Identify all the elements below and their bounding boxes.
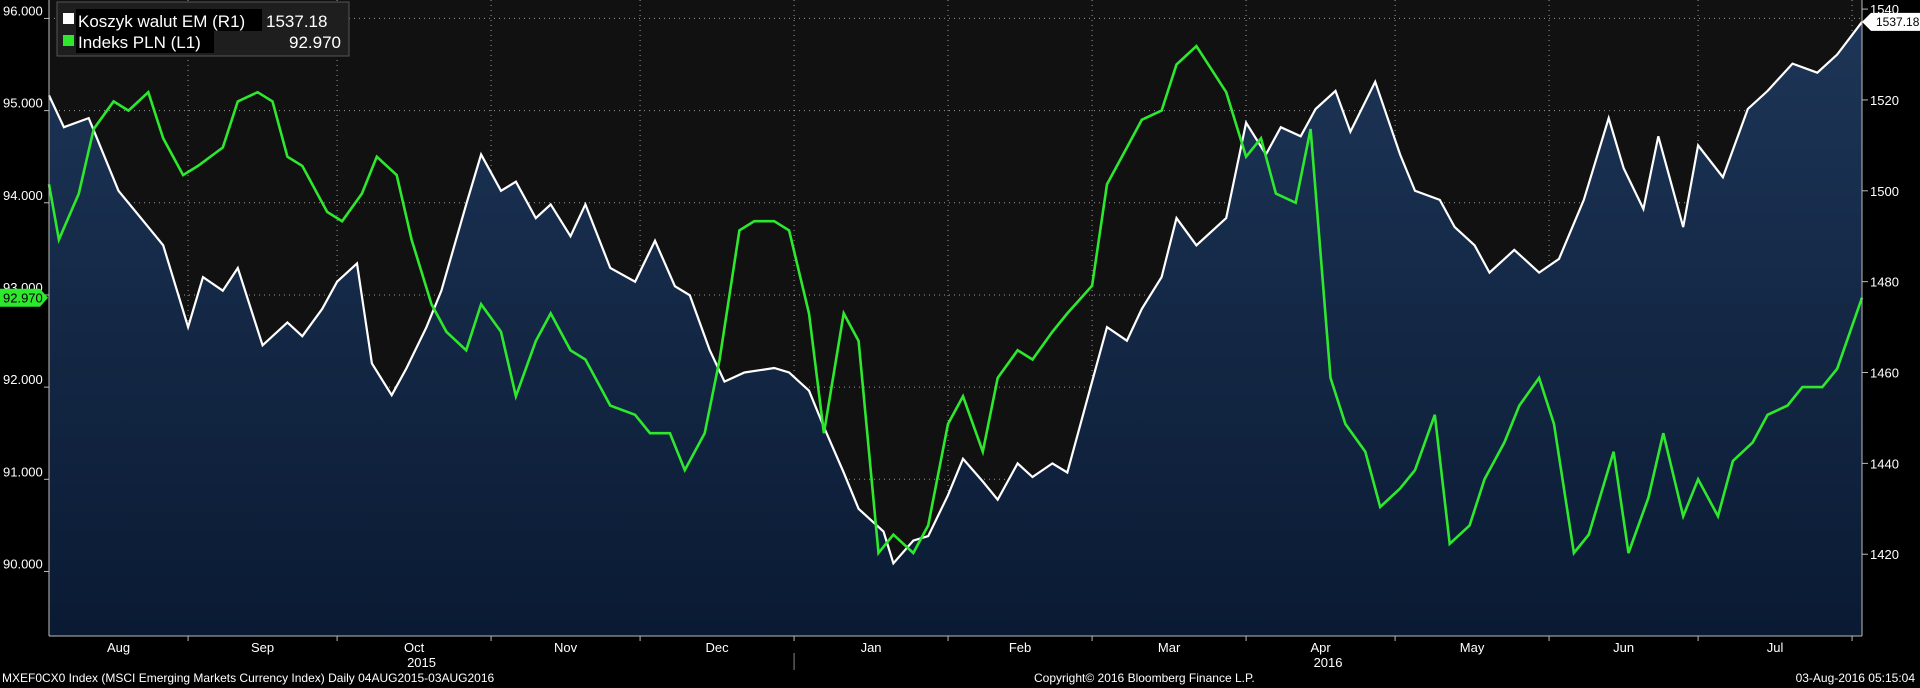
legend-label-em-bg	[76, 9, 262, 31]
x-tick-label: Jun	[1613, 640, 1634, 655]
left-tick-label: 94.000	[3, 188, 43, 203]
legend-label-pln: Indeks PLN (L1)	[78, 33, 201, 52]
legend-swatch-pln	[63, 35, 74, 46]
year-label-2015: 2015	[407, 655, 436, 670]
right-tick-label: 1480	[1870, 275, 1899, 290]
left-tick-label: 96.000	[3, 3, 43, 18]
right-last-value-label: 1537.18	[1876, 15, 1920, 29]
right-tick-label: 1520	[1870, 93, 1899, 108]
legend-value-em: 1537.18	[266, 12, 327, 31]
footer-index-info: MXEF0CX0 Index (MSCI Emerging Markets Cu…	[2, 671, 495, 685]
x-tick-label: May	[1460, 640, 1485, 655]
footer-timestamp: 03-Aug-2016 05:15:04	[1796, 671, 1916, 685]
footer-copyright: Copyright© 2016 Bloomberg Finance L.P.	[1034, 671, 1255, 685]
legend-label-em: Koszyk walut EM (R1)	[78, 12, 245, 31]
legend-label-pln-bg	[76, 31, 214, 53]
x-tick-label: Oct	[404, 640, 425, 655]
legend-swatch-em	[63, 13, 74, 24]
x-tick-label: Aug	[107, 640, 130, 655]
legend: Koszyk walut EM (R1) 1537.18 Indeks PLN …	[56, 1, 350, 57]
left-tick-label: 92.000	[3, 372, 43, 387]
left-tick-label: 91.000	[3, 464, 43, 479]
pln-index-line	[47, 44, 1864, 557]
x-tick-label: Sep	[251, 640, 274, 655]
x-tick-label: Nov	[554, 640, 578, 655]
x-tick-label: Mar	[1158, 640, 1181, 655]
left-tick-label: 90.000	[3, 556, 43, 571]
em-basket-area	[49, 21, 1862, 636]
x-axis-ticks: Aug Sep Oct Nov Dec Jan Feb Mar Apr May Jun Jul	[107, 636, 1853, 655]
em-basket-line	[48, 21, 1863, 566]
x-tick-label: Jan	[861, 640, 882, 655]
x-tick-label: Feb	[1009, 640, 1031, 655]
legend-value-pln: 92.970	[289, 33, 341, 52]
right-tick-label: 1500	[1870, 184, 1899, 199]
right-tick-label: 1460	[1870, 366, 1899, 381]
right-last-value-marker: 1537.18	[1862, 12, 1920, 31]
left-last-value-label: 92.970	[3, 291, 43, 306]
left-last-value-marker: 92.970	[0, 288, 48, 307]
x-tick-label: Jul	[1767, 640, 1784, 655]
year-label-2016: 2016	[1314, 655, 1343, 670]
x-tick-label: Apr	[1310, 640, 1331, 655]
right-tick-label: 1420	[1870, 547, 1899, 562]
left-axis-ticks: 96.00095.00094.00093.00092.00091.00090.0…	[3, 3, 49, 572]
left-tick-label: 95.000	[3, 96, 43, 111]
right-tick-label: 1440	[1870, 456, 1899, 471]
year-labels: 2015 2016	[407, 653, 1342, 670]
x-tick-label: Dec	[706, 640, 730, 655]
